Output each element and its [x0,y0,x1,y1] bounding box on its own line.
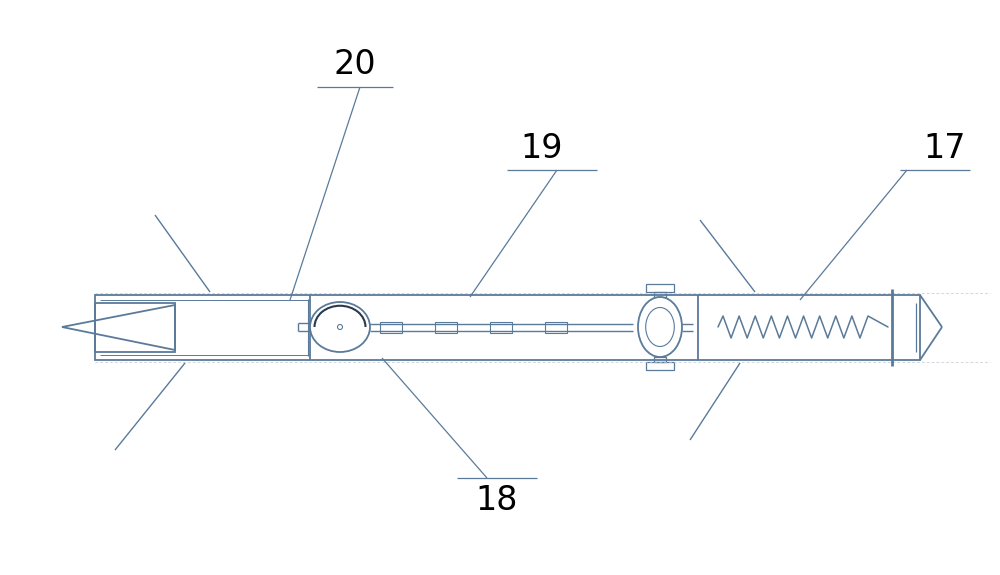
Text: 18: 18 [476,484,518,516]
Ellipse shape [638,297,682,357]
Text: 17: 17 [924,132,966,164]
Bar [646,284,674,292]
Text: 19: 19 [521,132,563,164]
Ellipse shape [310,302,370,352]
Bar [95,295,920,360]
Bar [646,362,674,370]
Bar [380,321,402,332]
Text: 20: 20 [334,48,376,82]
Bar [95,303,175,352]
Bar [654,357,666,362]
Bar [490,321,512,332]
Bar [654,292,666,297]
Bar [435,321,457,332]
Ellipse shape [646,308,674,347]
Bar [545,321,567,332]
Circle shape [338,324,342,329]
